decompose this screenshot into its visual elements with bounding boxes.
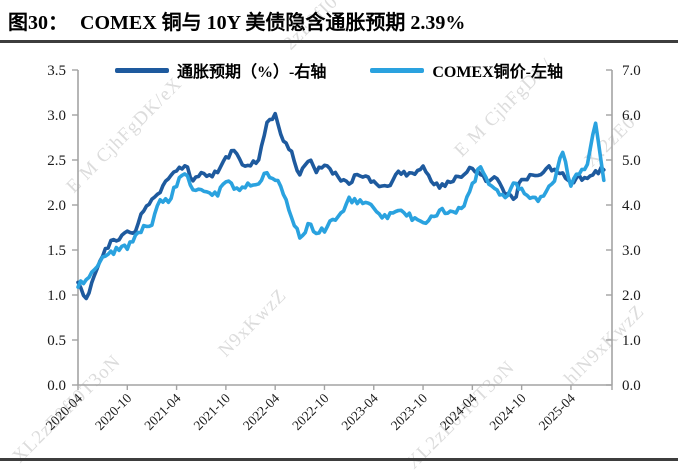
- axis-tick-label: 2020-10: [92, 390, 135, 433]
- chart-number-label: 图30：: [8, 12, 68, 34]
- title-divider: [0, 40, 678, 43]
- legend-label-copper: COMEX铜价-左轴: [432, 64, 563, 81]
- axis-tick-label: 1.0: [47, 288, 66, 304]
- axis-tick-label: 0.0: [622, 378, 641, 394]
- axis-tick-label: 2021-04: [141, 390, 184, 433]
- chart-legend: 通胀预期（%）-右轴 COMEX铜价-左轴: [0, 58, 678, 82]
- axis-tick-label: 2025-04: [536, 390, 579, 433]
- axis-tick-label: 1.5: [47, 243, 66, 259]
- axis-tick-label: 3.5: [47, 63, 66, 79]
- axis-tick-label: 1.0: [622, 333, 641, 349]
- axis-tick-label: 2.0: [622, 288, 641, 304]
- axis-tick-label: 2024-10: [486, 390, 529, 433]
- axis-tick-label: 2023-04: [338, 390, 381, 433]
- axis-tick-label: 2022-10: [289, 390, 332, 433]
- axis-tick-label: 5.0: [622, 153, 641, 169]
- axis-tick-label: 2.0: [47, 198, 66, 214]
- legend-label-inflation: 通胀预期（%）-右轴: [176, 64, 327, 81]
- axis-tick-label: 2022-04: [240, 390, 283, 433]
- axis-tick-label: 2023-10: [388, 390, 431, 433]
- axis-tick-label: 6.0: [622, 108, 641, 124]
- legend-item-copper: COMEX铜价-左轴: [370, 58, 563, 82]
- page-bottom-border: [0, 458, 678, 461]
- axis-tick-label: 2020-04: [43, 390, 86, 433]
- axis-tick-label: 0.5: [47, 333, 66, 349]
- series-line-inflation: [76, 111, 606, 301]
- axis-tick-label: 0.0: [47, 378, 66, 394]
- axis-tick-label: 3.0: [622, 243, 641, 259]
- legend-line-swatch-dark: [114, 67, 169, 73]
- axis-tick-label: 3.0: [47, 108, 66, 124]
- axis-tick-label: 2021-10: [191, 390, 234, 433]
- legend-line-swatch-light: [370, 67, 425, 73]
- axis-tick-label: 2024-04: [437, 390, 480, 433]
- chart-title: 图30： COMEX 铜与 10Y 美债隐含通胀预期 2.39%: [8, 6, 465, 35]
- legend-item-inflation: 通胀预期（%）-右轴: [114, 58, 327, 82]
- axis-tick-label: 7.0: [622, 63, 641, 79]
- axis-tick-label: 2.5: [47, 153, 66, 169]
- chart-title-text: COMEX 铜与 10Y 美债隐含通胀预期 2.39%: [80, 12, 466, 34]
- series-line-copper: [76, 121, 606, 289]
- axis-tick-label: 4.0: [622, 198, 641, 214]
